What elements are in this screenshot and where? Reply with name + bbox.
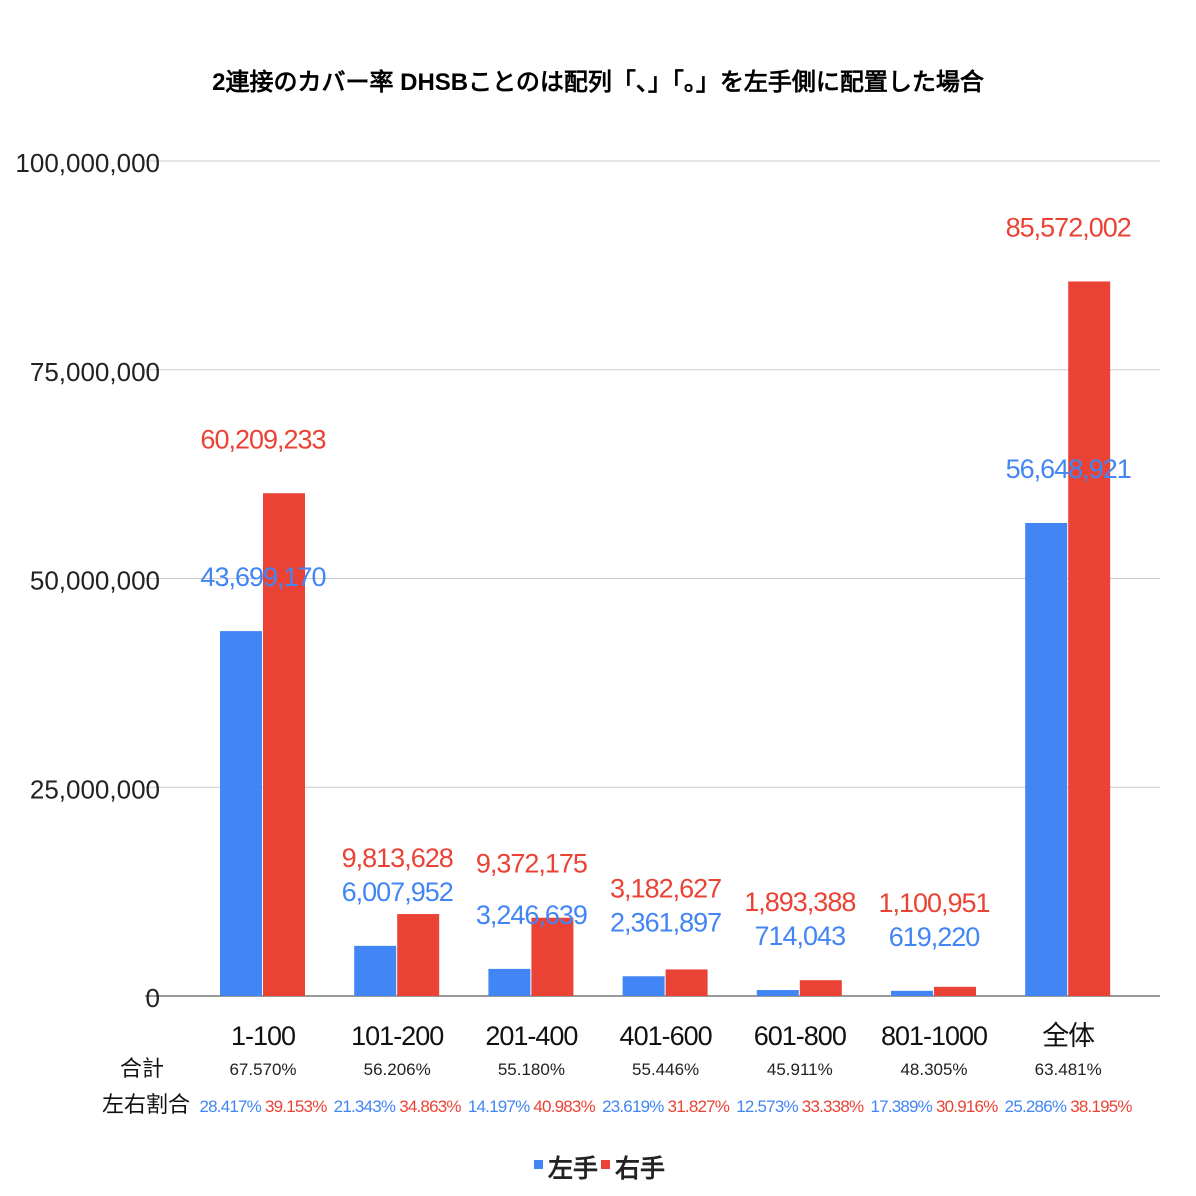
- bar-right: [799, 980, 842, 996]
- right-ratio: 33.338%: [802, 1097, 864, 1116]
- left-ratio: 28.417%: [199, 1097, 261, 1116]
- bar-right: [665, 969, 708, 996]
- bar-right: [397, 914, 440, 996]
- bar-right: [1068, 281, 1111, 997]
- bar-right: [531, 917, 574, 996]
- legend-label: 右手: [615, 1154, 665, 1183]
- data-label: 1,100,951: [878, 888, 989, 918]
- total-row-label: 合計: [120, 1056, 164, 1081]
- y-tick-label: 75,000,000: [30, 357, 160, 387]
- y-tick-label: 25,000,000: [30, 774, 160, 804]
- left-ratio: 23.619%: [602, 1097, 664, 1116]
- data-label: 3,182,627: [610, 873, 721, 903]
- left-ratio: 21.343%: [334, 1097, 396, 1116]
- bar-right: [934, 986, 976, 996]
- total-value: 56.206%: [364, 1060, 431, 1079]
- x-tick-label: 801-1000: [881, 1021, 987, 1051]
- total-value: 55.180%: [498, 1060, 565, 1079]
- bar-left: [622, 976, 665, 996]
- data-label: 60,209,233: [200, 424, 325, 454]
- x-tick-label: 1-100: [231, 1021, 295, 1051]
- data-label: 2,361,897: [610, 907, 721, 937]
- right-ratio: 34.863%: [399, 1097, 461, 1116]
- left-ratio: 12.573%: [736, 1097, 798, 1116]
- data-label: 56,648,921: [1006, 454, 1131, 484]
- total-value: 45.911%: [767, 1060, 833, 1079]
- data-label: 1,893,388: [744, 887, 855, 917]
- bar-left: [354, 945, 397, 996]
- legend-swatch-left: [534, 1160, 543, 1169]
- total-value: 48.305%: [900, 1060, 967, 1079]
- legend-label: 左手: [548, 1155, 598, 1183]
- x-tick-label: 601-800: [754, 1021, 846, 1051]
- bar-left: [756, 990, 799, 996]
- total-value: 63.481%: [1035, 1060, 1102, 1079]
- right-ratio: 31.827%: [668, 1097, 730, 1116]
- x-tick-label: 201-400: [485, 1021, 577, 1051]
- data-label: 3,246,639: [476, 900, 587, 930]
- bar-left: [891, 990, 933, 996]
- bar-left: [488, 968, 531, 996]
- right-ratio: 40.983%: [533, 1097, 595, 1116]
- left-ratio: 14.197%: [468, 1097, 530, 1116]
- legend-swatch-right: [601, 1160, 610, 1169]
- data-label: 6,007,952: [342, 877, 453, 907]
- x-tick-label: 101-200: [351, 1021, 443, 1051]
- data-label: 9,813,628: [342, 843, 453, 873]
- data-label: 714,043: [754, 921, 845, 951]
- bar-left: [220, 631, 262, 996]
- left-ratio: 17.389%: [870, 1097, 932, 1116]
- total-value: 67.570%: [229, 1060, 296, 1079]
- ratio-row-label: 左右割合: [102, 1092, 190, 1117]
- right-ratio: 30.916%: [936, 1097, 998, 1116]
- right-ratio: 38.195%: [1070, 1097, 1132, 1116]
- data-label: 85,572,002: [1006, 212, 1131, 242]
- y-tick-label: 50,000,000: [30, 566, 160, 596]
- total-value: 55.446%: [632, 1060, 699, 1079]
- chart-title: 2連接のカバー率 DHSBことのは配列「、」「。」を左手側に配置した場合: [212, 68, 985, 96]
- y-tick-label: 100,000,000: [15, 148, 160, 178]
- bar-left: [1025, 522, 1068, 996]
- bar-right: [263, 493, 305, 996]
- y-tick-label: 0: [146, 983, 160, 1013]
- x-tick-label: 401-600: [620, 1021, 712, 1051]
- data-label: 619,220: [889, 922, 980, 952]
- data-label: 43,699,170: [200, 562, 325, 592]
- left-ratio: 25.286%: [1005, 1097, 1067, 1116]
- right-ratio: 39.153%: [265, 1097, 327, 1116]
- x-tick-label: 全体: [1042, 1021, 1095, 1051]
- data-label: 9,372,175: [476, 849, 587, 879]
